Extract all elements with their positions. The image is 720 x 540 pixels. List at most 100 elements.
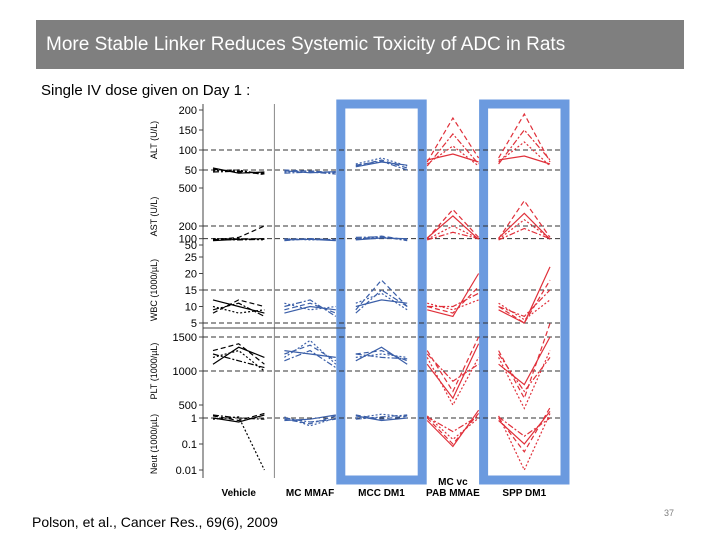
series-line-p1-g0 [212, 238, 265, 241]
series-line-p4-g1 [284, 415, 336, 425]
series-line-p3-g0 [212, 346, 265, 365]
series-line-p2-g3 [427, 286, 480, 314]
series-line-p0-g2 [355, 160, 408, 171]
series-line-p0-g3 [426, 116, 480, 163]
series-line-p4-g3 [426, 409, 480, 448]
slide-title: More Stable Linker Reduces Systemic Toxi… [46, 34, 566, 55]
series-line-p2-g2 [355, 292, 408, 311]
group-label-1: MC MMAF [286, 488, 334, 499]
series-line-p4-g0 [212, 414, 265, 420]
series-line-p3-g4 [498, 323, 551, 400]
series-line-p3-g1 [284, 344, 337, 362]
series-line-p0-g1 [284, 171, 336, 175]
y-tick-label: 500 [179, 183, 197, 195]
series-line-p4-g3 [426, 413, 480, 445]
y-tick-label: 200 [179, 221, 197, 233]
series-line-p3-g4 [498, 336, 551, 386]
series-line-p4-g4 [498, 407, 551, 453]
series-line-p2-g3 [427, 273, 480, 318]
y-tick-label: 50 [185, 240, 197, 252]
series-line-p1-g4 [498, 227, 551, 241]
series-line-p2-g1 [284, 305, 336, 314]
series-line-p2-g2 [355, 299, 408, 308]
series-line-p1-g3 [426, 208, 480, 240]
panel-ylabel-1: AST (U/L) [149, 197, 159, 237]
series-line-p3-g2 [355, 346, 408, 365]
series-line-p3-g2 [355, 349, 408, 362]
panel-ylabel-0: ALT (U/L) [149, 121, 159, 159]
y-tick-label: 200 [179, 105, 197, 117]
series-line-p1-g3 [427, 231, 479, 241]
page-number: 37 [664, 508, 675, 518]
y-tick-label: 15 [185, 285, 197, 297]
series-line-p3-g2 [355, 353, 408, 360]
series-line-p4-g1 [284, 414, 336, 422]
series-line-p3-g1 [284, 349, 337, 369]
y-tick-label: 1 [191, 413, 197, 425]
y-tick-label: 1000 [173, 366, 197, 378]
highlight-box-2 [336, 99, 427, 485]
y-tick-label: 0.01 [176, 465, 197, 477]
series-line-p0-g0 [212, 169, 265, 176]
series-line-p2-g4 [498, 299, 551, 321]
series-line-p0-g0 [212, 167, 265, 174]
series-line-p3-g3 [426, 336, 480, 393]
group-label-0: Vehicle [221, 488, 256, 499]
series-line-p3-g0 [212, 349, 265, 372]
series-line-p1-g4 [498, 218, 551, 240]
y-tick-label: 10 [185, 302, 197, 314]
y-tick-label: 100 [179, 234, 197, 246]
panel-ylabel-2: WBC (1000/µL) [149, 259, 159, 321]
series-line-p2-g3 [427, 292, 479, 308]
y-tick-label: 100 [179, 145, 197, 157]
series-line-p0-g4 [498, 129, 551, 165]
series-line-p1-g4 [498, 212, 551, 240]
series-line-p4-g4 [498, 411, 551, 445]
panel-ylabel-3: PLT (1000/µL) [149, 343, 159, 400]
series-line-p1-g3 [426, 215, 480, 240]
series-line-p3-g4 [498, 350, 551, 410]
series-line-p4-g0 [212, 414, 265, 423]
y-tick-label: 150 [179, 125, 197, 137]
series-line-p2-g1 [284, 302, 337, 314]
series-line-p1-g2 [355, 237, 408, 241]
series-line-p3-g0 [212, 343, 265, 365]
series-line-p2-g0 [212, 305, 265, 314]
series-line-p4-g1 [284, 417, 336, 423]
series-line-p2-g0 [212, 299, 265, 314]
y-tick-label: 20 [185, 269, 197, 281]
series-line-p3-g0 [212, 353, 265, 369]
series-line-p0-g4 [498, 141, 551, 167]
series-line-p4-g2 [355, 414, 408, 420]
series-line-p0-g4 [498, 155, 551, 165]
series-line-p4-g2 [355, 415, 408, 422]
series-line-p0-g4 [498, 112, 551, 163]
series-line-p2-g4 [498, 279, 551, 324]
y-tick-label: 50 [185, 165, 197, 177]
series-line-p3-g3 [426, 343, 480, 400]
series-line-p2-g0 [212, 302, 265, 317]
series-line-p4-g3 [426, 415, 479, 433]
y-tick-label: 5 [191, 318, 197, 330]
y-tick-label: 500 [179, 400, 197, 412]
series-line-p1-g2 [355, 236, 408, 242]
series-line-p3-g1 [284, 350, 336, 358]
series-line-p4-g2 [355, 413, 408, 419]
series-line-p4-g3 [426, 415, 479, 441]
series-line-p4-g4 [498, 416, 551, 437]
series-line-p4-g0 [212, 412, 265, 422]
group-label-2: MCC DM1 [358, 488, 405, 499]
group-label-3: PAB MMAE [426, 488, 480, 499]
series-line-p4-g4 [498, 413, 551, 472]
series-line-p2-g3 [427, 299, 479, 311]
slide-subtitle: Single IV dose given on Day 1 : [41, 82, 251, 99]
series-line-p2-g1 [284, 302, 336, 311]
series-line-p3-g3 [426, 353, 479, 382]
slide-title-bar: More Stable Linker Reduces Systemic Toxi… [36, 20, 684, 69]
series-line-p2-g4 [498, 266, 551, 324]
panel-ylabel-4: Neut (1000/µL) [149, 414, 159, 474]
group-label-4: SPP DM1 [502, 488, 546, 499]
series-line-p0-g0 [212, 170, 265, 174]
y-tick-label: 0.1 [182, 439, 197, 451]
